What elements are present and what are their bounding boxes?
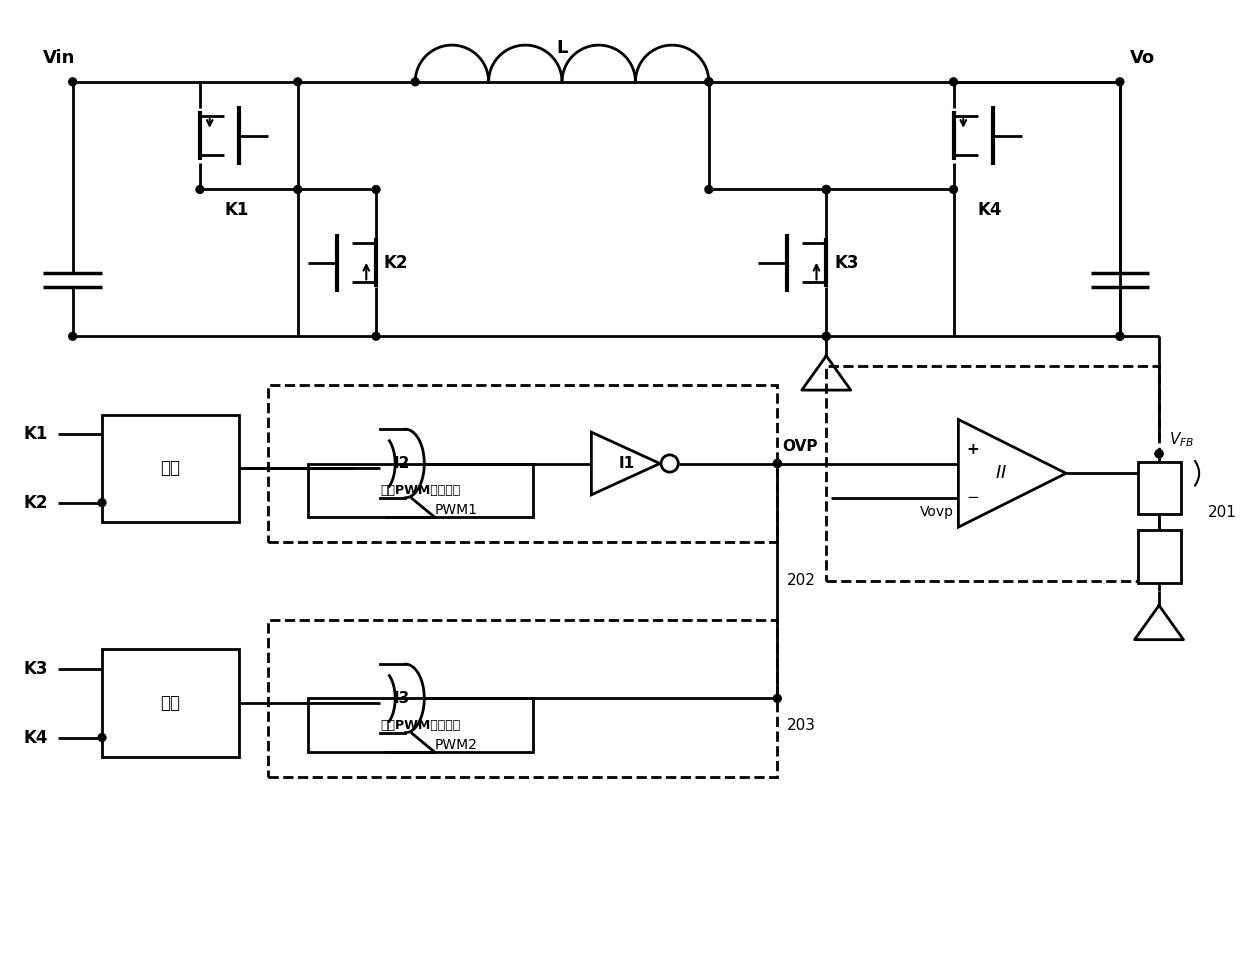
Text: I3: I3 xyxy=(394,691,410,705)
Text: 驱动: 驱动 xyxy=(160,695,181,712)
Circle shape xyxy=(1116,333,1123,341)
Circle shape xyxy=(294,186,301,194)
Circle shape xyxy=(774,695,781,703)
Text: Vovp: Vovp xyxy=(920,505,954,520)
Circle shape xyxy=(412,78,419,86)
Text: PWM2: PWM2 xyxy=(435,739,477,752)
Circle shape xyxy=(1116,78,1123,86)
Circle shape xyxy=(372,186,379,194)
Circle shape xyxy=(822,333,831,341)
Circle shape xyxy=(774,459,781,467)
Text: K4: K4 xyxy=(24,729,48,746)
Text: +: + xyxy=(967,442,980,456)
Polygon shape xyxy=(591,432,660,495)
Circle shape xyxy=(294,78,301,86)
Text: K3: K3 xyxy=(835,254,858,271)
Circle shape xyxy=(98,734,105,741)
Text: OVP: OVP xyxy=(782,439,817,453)
Circle shape xyxy=(704,186,713,194)
Circle shape xyxy=(196,186,203,194)
Text: K3: K3 xyxy=(24,660,48,678)
Text: K1: K1 xyxy=(24,425,48,443)
Text: $\mathit{II}$: $\mathit{II}$ xyxy=(996,464,1008,483)
Text: K4: K4 xyxy=(978,201,1002,219)
Circle shape xyxy=(822,333,831,341)
Text: −: − xyxy=(967,490,980,505)
Text: I2: I2 xyxy=(394,456,410,471)
Text: L: L xyxy=(557,39,568,57)
Text: 203: 203 xyxy=(787,718,816,733)
Circle shape xyxy=(1156,450,1163,457)
Circle shape xyxy=(704,78,713,86)
Circle shape xyxy=(372,333,379,341)
Circle shape xyxy=(661,455,678,472)
Circle shape xyxy=(1116,333,1123,341)
Circle shape xyxy=(704,78,713,86)
Polygon shape xyxy=(959,419,1066,527)
Circle shape xyxy=(822,186,831,194)
Text: 驱动: 驱动 xyxy=(160,459,181,478)
Text: K2: K2 xyxy=(384,254,408,271)
Circle shape xyxy=(774,459,781,467)
Polygon shape xyxy=(1137,530,1180,583)
Text: 第二PWM控制电路: 第二PWM控制电路 xyxy=(379,719,460,733)
Text: 202: 202 xyxy=(787,573,816,589)
Text: 201: 201 xyxy=(1208,505,1236,520)
Circle shape xyxy=(98,499,105,507)
Text: Vin: Vin xyxy=(43,49,76,67)
Text: $V_{FB}$: $V_{FB}$ xyxy=(1169,430,1194,449)
Text: PWM1: PWM1 xyxy=(435,503,477,518)
Circle shape xyxy=(68,78,77,86)
Text: 第一PWM控制电路: 第一PWM控制电路 xyxy=(379,485,460,497)
Text: I1: I1 xyxy=(619,456,635,471)
Circle shape xyxy=(822,186,831,194)
Circle shape xyxy=(950,186,957,194)
Text: Vo: Vo xyxy=(1130,49,1154,67)
Circle shape xyxy=(68,333,77,341)
Text: K1: K1 xyxy=(224,201,249,219)
Circle shape xyxy=(950,78,957,86)
Circle shape xyxy=(1156,450,1163,457)
Polygon shape xyxy=(1137,462,1180,514)
Text: K2: K2 xyxy=(24,493,48,512)
